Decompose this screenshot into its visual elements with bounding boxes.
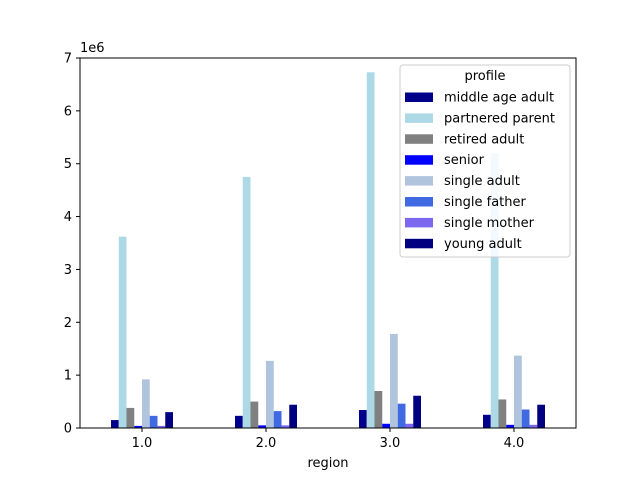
x-tick-label: 2.0 bbox=[256, 436, 277, 451]
y-tick-label: 6 bbox=[64, 104, 72, 119]
legend-label-single-mother: single mother bbox=[444, 216, 535, 231]
bar-single-mother-region-2.0 bbox=[281, 425, 290, 428]
bar-single-father-region-4.0 bbox=[521, 409, 530, 428]
legend-swatch-senior bbox=[405, 155, 433, 165]
bar-retired-adult-region-2.0 bbox=[250, 401, 259, 428]
y-tick-label: 1 bbox=[64, 369, 72, 384]
bars-layer bbox=[111, 72, 545, 429]
bar-single-adult-region-1.0 bbox=[142, 379, 150, 428]
bar-young-adult-region-3.0 bbox=[413, 395, 421, 428]
bar-senior-region-2.0 bbox=[258, 425, 266, 428]
y-tick-label: 3 bbox=[64, 263, 72, 278]
bar-senior-region-3.0 bbox=[382, 423, 390, 428]
y-tick-label: 5 bbox=[64, 157, 72, 172]
bar-single-adult-region-3.0 bbox=[390, 333, 398, 428]
x-tick-label: 4.0 bbox=[504, 436, 525, 451]
bar-partnered-parent-region-2.0 bbox=[242, 176, 251, 428]
legend-swatch-retired-adult bbox=[405, 134, 433, 144]
legend: profile middle age adult partnered parent… bbox=[399, 64, 571, 258]
legend-swatch-single-mother bbox=[405, 217, 433, 228]
bar-partnered-parent-region-3.0 bbox=[366, 72, 375, 429]
bar-partnered-parent-region-4.0 bbox=[490, 153, 499, 428]
bar-single-father-region-1.0 bbox=[149, 415, 158, 428]
legend-label-single-adult: single adult bbox=[444, 174, 520, 189]
legend-label-partnered-parent: partnered parent bbox=[444, 111, 555, 126]
x-tick-label: 1.0 bbox=[132, 436, 153, 451]
bar-retired-adult-region-3.0 bbox=[374, 391, 383, 428]
ticks-layer: 0 1 2 3 4 5 6 7 1.0 2.0 3.0 4.0 bbox=[64, 52, 525, 452]
bar-middle-age-adult-region-4.0 bbox=[483, 414, 491, 428]
legend-swatch-single-adult bbox=[405, 176, 433, 186]
bar-young-adult-region-4.0 bbox=[537, 404, 545, 428]
legend-swatch-young-adult bbox=[405, 238, 433, 249]
bar-single-father-region-2.0 bbox=[273, 411, 282, 428]
bar-retired-adult-region-1.0 bbox=[126, 407, 135, 428]
bar-young-adult-region-2.0 bbox=[289, 404, 297, 428]
y-tick-label: 0 bbox=[64, 422, 72, 437]
bar-single-adult-region-2.0 bbox=[266, 360, 274, 428]
plot-frame bbox=[79, 57, 577, 429]
bar-single-mother-region-3.0 bbox=[405, 423, 414, 428]
legend-frame bbox=[399, 64, 571, 258]
bar-single-mother-region-1.0 bbox=[157, 425, 166, 428]
bar-senior-region-4.0 bbox=[506, 424, 514, 428]
legend-swatch-single-father bbox=[405, 197, 433, 207]
bar-retired-adult-region-4.0 bbox=[498, 399, 507, 428]
legend-label-single-father: single father bbox=[444, 195, 526, 210]
bar-single-adult-region-4.0 bbox=[514, 355, 522, 428]
legend-label-middle-age-adult: middle age adult bbox=[444, 91, 554, 106]
y-tick-label: 7 bbox=[64, 52, 72, 67]
legend-label-young-adult: young adult bbox=[444, 237, 522, 252]
y-tick-label: 2 bbox=[64, 316, 72, 331]
bar-middle-age-adult-region-1.0 bbox=[111, 420, 119, 428]
x-axis-label: region bbox=[307, 456, 348, 471]
y-axis-scale-label: 1e6 bbox=[80, 41, 105, 56]
bar-senior-region-1.0 bbox=[134, 425, 142, 428]
bar-single-father-region-3.0 bbox=[397, 403, 406, 428]
bar-middle-age-adult-region-2.0 bbox=[235, 415, 243, 428]
bar-middle-age-adult-region-3.0 bbox=[359, 410, 367, 428]
bar-partnered-parent-region-1.0 bbox=[118, 236, 127, 428]
bar-young-adult-region-1.0 bbox=[165, 412, 173, 428]
legend-label-retired-adult: retired adult bbox=[444, 132, 524, 147]
x-tick-label: 3.0 bbox=[380, 436, 401, 451]
legend-label-senior: senior bbox=[444, 153, 485, 168]
legend-swatch-partnered-parent bbox=[405, 113, 433, 123]
legend-title: profile bbox=[464, 69, 505, 84]
legend-swatch-middle-age-adult bbox=[405, 92, 433, 102]
bar-single-mother-region-4.0 bbox=[529, 424, 538, 428]
y-tick-label: 4 bbox=[64, 210, 72, 225]
